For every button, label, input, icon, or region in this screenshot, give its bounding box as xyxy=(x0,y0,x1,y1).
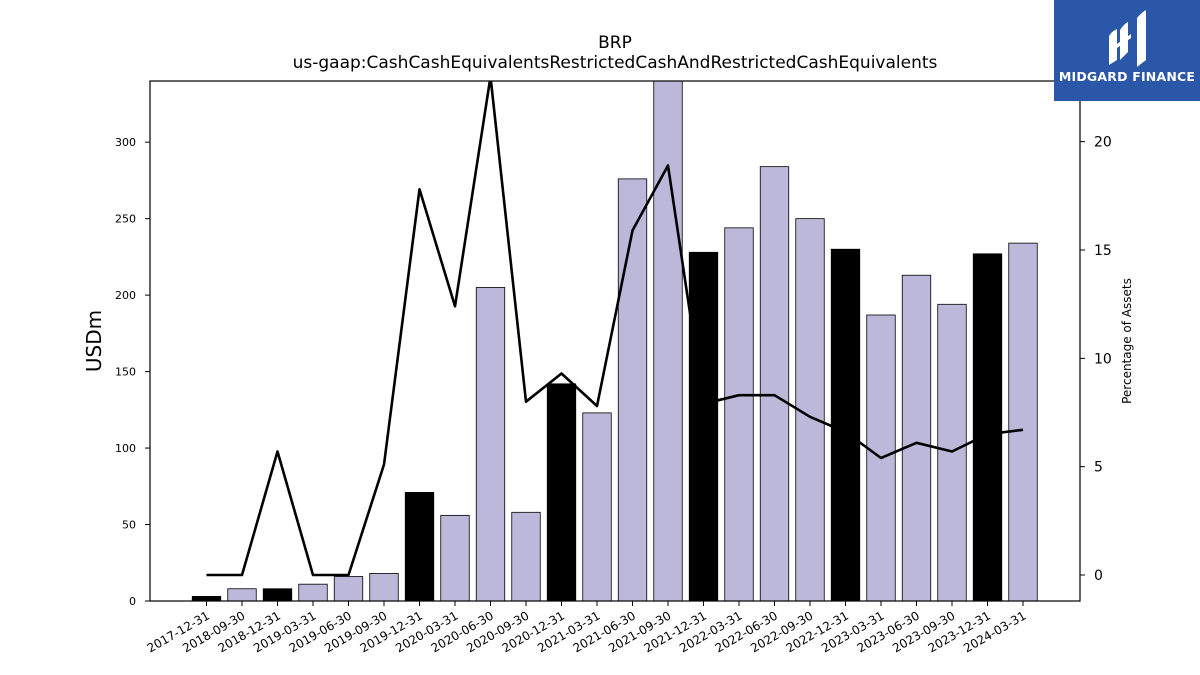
bar xyxy=(227,588,257,602)
y2-tick-label: 5 xyxy=(1094,460,1103,476)
y-tick-label: 200 xyxy=(115,289,136,302)
y-axis-label: USDm xyxy=(82,310,106,372)
bar xyxy=(546,383,577,602)
bar xyxy=(653,80,683,602)
bar xyxy=(582,412,612,602)
bar xyxy=(298,583,328,602)
bar xyxy=(440,514,470,602)
y2-tick-label: 10 xyxy=(1094,351,1112,367)
chart-title: BRP xyxy=(598,33,632,53)
y-tick-label: 300 xyxy=(115,136,136,149)
y-tick-label: 100 xyxy=(115,442,136,455)
y2-tick-label: 15 xyxy=(1094,243,1112,259)
bar xyxy=(759,166,790,602)
y-tick-label: 250 xyxy=(115,213,136,226)
y-tick-label: 50 xyxy=(122,519,136,532)
bar xyxy=(901,274,932,602)
bar xyxy=(688,251,719,602)
logo-mark-icon xyxy=(1109,10,1146,67)
bar xyxy=(191,596,222,602)
bar xyxy=(724,227,754,602)
bar xyxy=(617,178,648,602)
y-tick-label: 0 xyxy=(129,595,136,608)
bar xyxy=(972,253,1003,602)
bar xyxy=(1008,242,1038,602)
series-line xyxy=(206,81,1024,577)
y2-axis-label: Percentage of Assets xyxy=(1120,278,1134,404)
bar xyxy=(262,588,293,602)
bar xyxy=(511,511,541,602)
y2-tick-label: 0 xyxy=(1094,568,1103,584)
midgard-finance-logo: MIDGARD FINANCE xyxy=(1054,0,1200,101)
plot-frame xyxy=(149,80,1081,602)
chart-subtitle: us-gaap:CashCashEquivalentsRestrictedCas… xyxy=(292,53,938,73)
logo-text: MIDGARD FINANCE xyxy=(1058,69,1196,84)
bar xyxy=(830,248,861,602)
y2-tick-label: 20 xyxy=(1094,135,1112,151)
bar xyxy=(333,576,364,602)
bar xyxy=(404,492,435,602)
y-tick-label: 150 xyxy=(115,366,136,379)
bar xyxy=(475,287,506,602)
bar xyxy=(369,573,399,602)
